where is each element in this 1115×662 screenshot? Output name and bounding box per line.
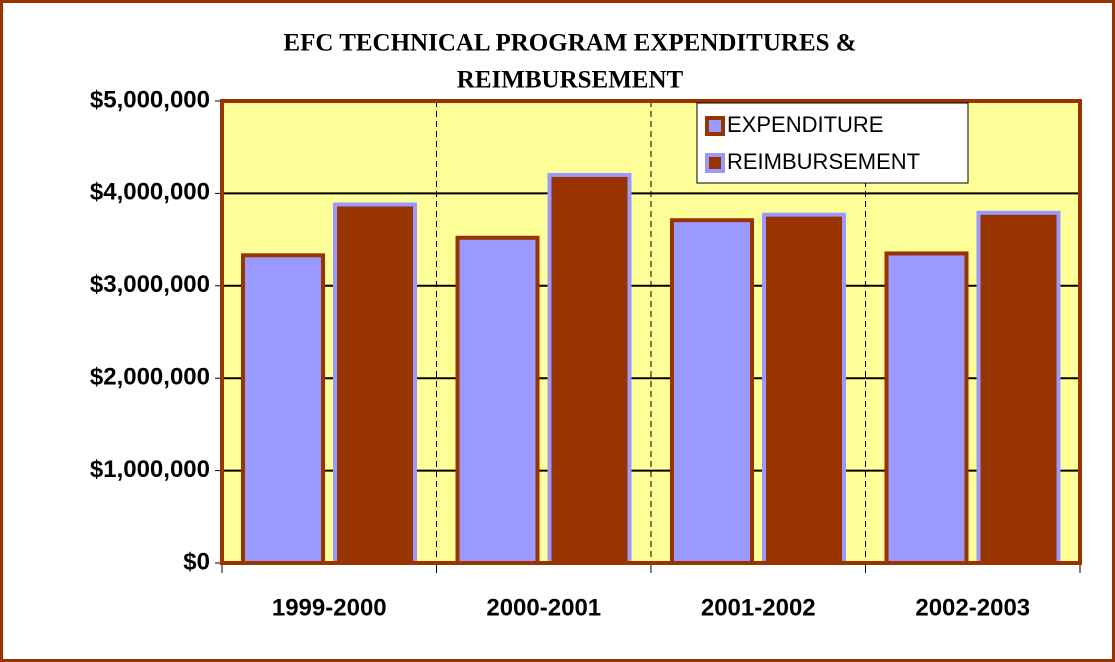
bar (884, 251, 969, 566)
bar (241, 253, 325, 565)
y-tick-label: $3,000,000 (90, 271, 210, 298)
x-tick-label: 2002-2003 (915, 594, 1030, 621)
bar (670, 218, 754, 565)
bar (976, 210, 1061, 566)
x-tick-label: 2001-2002 (701, 594, 816, 621)
y-tick-label: $2,000,000 (90, 364, 210, 391)
y-tick-label: $5,000,000 (90, 86, 210, 113)
plot-border (220, 99, 1082, 565)
y-tick-label: $0 (183, 548, 210, 575)
y-tick-label: $1,000,000 (90, 456, 210, 483)
x-tick-label: 1999-2000 (272, 594, 387, 621)
bar (455, 235, 540, 565)
legend-label: EXPENDITURE (727, 112, 883, 137)
legend-box (696, 102, 969, 184)
bar (547, 172, 632, 565)
y-tick-label: $4,000,000 (90, 179, 210, 206)
legend-swatch (705, 153, 725, 173)
legend-swatch (705, 116, 725, 136)
chart-title: REIMBURSEMENT (457, 67, 684, 94)
bar (333, 202, 417, 565)
legend-label: REIMBURSEMENT (727, 149, 920, 174)
bar (762, 212, 846, 565)
x-tick-label: 2000-2001 (486, 594, 601, 621)
chart-title: EFC TECHNICAL PROGRAM EXPENDITURES & (283, 30, 856, 57)
